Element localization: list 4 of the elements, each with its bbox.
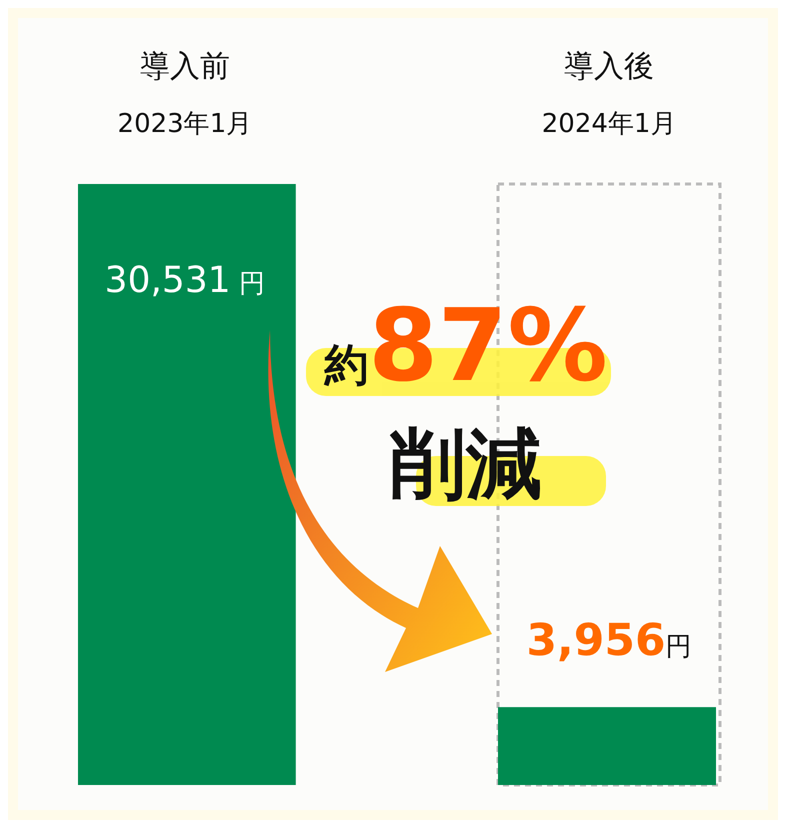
data-label: 30,531 円 xyxy=(104,260,265,301)
data-label: 3,956円 xyxy=(526,615,692,666)
x-tick-label: 導入前 2023年1月 xyxy=(118,49,252,139)
x-tick-label: 導入後 2024年1月 xyxy=(542,49,676,139)
